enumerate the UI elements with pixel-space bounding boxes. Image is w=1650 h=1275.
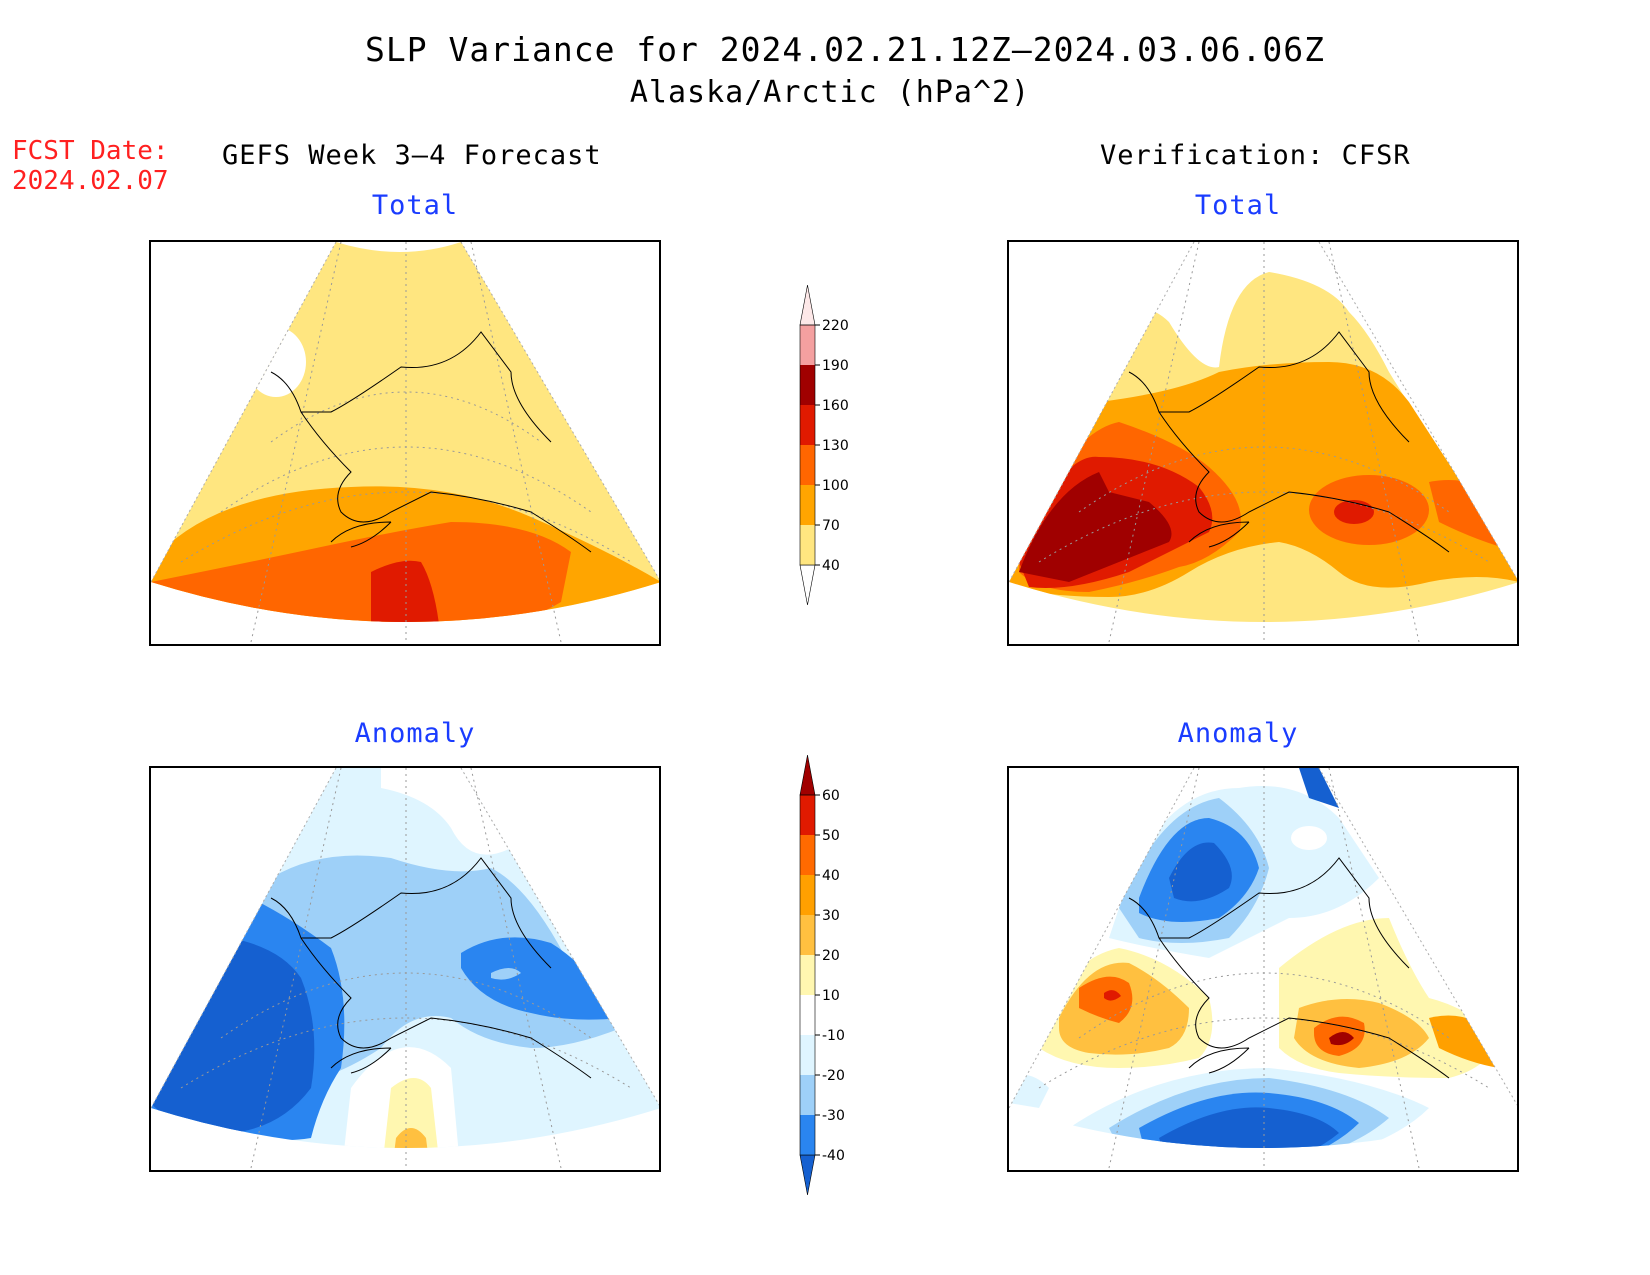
verification-anomaly-map	[1007, 766, 1519, 1172]
anomaly-colorbar-tick-label: -10	[822, 1028, 845, 1044]
anomaly-colorbar-tick-label: 30	[822, 908, 840, 924]
forecast-anomaly-subtitle: Anomaly	[354, 718, 476, 749]
total-colorbar-tick-label: 220	[822, 318, 849, 334]
anomaly-colorbar-box	[800, 795, 815, 835]
total-colorbar-top-triangle	[799, 284, 816, 326]
anomaly-colorbar-box	[800, 1075, 815, 1115]
verification-column-header: Verification: CFSR	[1100, 140, 1411, 171]
anomaly-colorbar-box	[800, 875, 815, 915]
verification-anomaly-subtitle: Anomaly	[1177, 718, 1299, 749]
verification-total-map	[1007, 240, 1519, 646]
anomaly-colorbar-tick-label: 40	[822, 868, 840, 884]
total-colorbar-box	[800, 445, 815, 485]
anomaly-colorbar-box	[800, 1115, 815, 1155]
anomaly-colorbar-box	[800, 955, 815, 995]
anomaly-colorbar-bottom-triangle	[799, 1154, 816, 1196]
total-colorbar-tick-label: 70	[822, 518, 840, 534]
anomaly-colorbar-tick-label: 50	[822, 828, 840, 844]
anomaly-colorbar-tick-label: -30	[822, 1108, 845, 1124]
verification-total-subtitle: Total	[1194, 190, 1282, 221]
total-colorbar: 40 70 100 130 160 190 220	[799, 284, 880, 619]
anomaly-colorbar-top-triangle	[799, 754, 816, 796]
anomaly-colorbar-tick-label: 10	[822, 988, 840, 1004]
total-colorbar-tick-label: 160	[822, 398, 849, 414]
total-colorbar-box	[800, 325, 815, 365]
anomaly-colorbar: -40 -30 -20 -10 10 20 30 40 50 60	[799, 754, 880, 1209]
chart-subtitle: Alaska/Arctic (hPa^2)	[629, 75, 1031, 110]
total-colorbar-tick-label: 190	[822, 358, 849, 374]
anomaly-colorbar-tick-label: 60	[822, 788, 840, 804]
chart-title: SLP Variance for 2024.02.21.12Z–2024.03.…	[365, 30, 1325, 69]
fcst-date-label: FCST Date:	[12, 136, 169, 166]
total-colorbar-box	[800, 405, 815, 445]
anomaly-colorbar-tick-label: -20	[822, 1068, 845, 1084]
forecast-total-subtitle: Total	[371, 190, 459, 221]
anomaly-colorbar-box	[800, 835, 815, 875]
total-colorbar-bottom-triangle	[799, 564, 816, 606]
total-colorbar-box	[800, 525, 815, 565]
anomaly-colorbar-box	[800, 995, 815, 1035]
total-colorbar-tick-label: 100	[822, 478, 849, 494]
total-colorbar-box	[800, 365, 815, 405]
total-colorbar-box	[800, 485, 815, 525]
total-colorbar-tick-label: 130	[822, 438, 849, 454]
forecast-total-map	[149, 240, 661, 646]
total-colorbar-tick-label: 40	[822, 558, 840, 574]
anomaly-colorbar-box	[800, 915, 815, 955]
fcst-date-value: 2024.02.07	[12, 166, 169, 196]
anomaly-colorbar-box	[800, 1035, 815, 1075]
anomaly-colorbar-tick-label: -40	[822, 1148, 845, 1164]
forecast-anomaly-map	[149, 766, 661, 1172]
anomaly-colorbar-tick-label: 20	[822, 948, 840, 964]
forecast-column-header: GEFS Week 3–4 Forecast	[222, 140, 602, 171]
